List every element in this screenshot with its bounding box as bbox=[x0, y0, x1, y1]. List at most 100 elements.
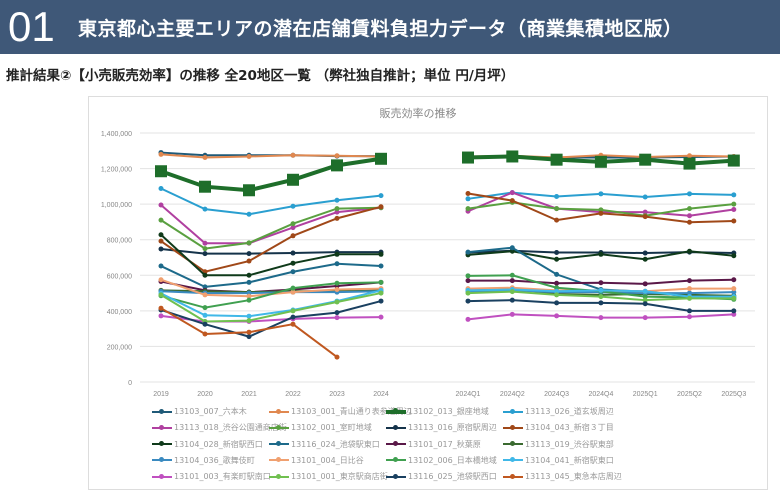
legend-swatch-icon bbox=[503, 473, 523, 479]
legend-item[interactable]: 13102_006_日本橋地域 bbox=[386, 455, 497, 466]
legend-swatch-icon bbox=[386, 407, 406, 414]
data-point bbox=[731, 218, 737, 224]
data-point bbox=[290, 308, 296, 314]
data-point bbox=[290, 260, 296, 266]
data-point bbox=[642, 214, 648, 220]
x-tick-label: 2025Q3 bbox=[721, 391, 746, 398]
data-point bbox=[598, 207, 604, 213]
header-bar: 01 東京都心主要エリアの潜在店舗賃料負担力データ（商業集積地区版） bbox=[0, 0, 780, 54]
legend-label: 13101_017_秋葉原 bbox=[408, 439, 481, 449]
legend-item[interactable]: 13103_001_青山通り表参道周辺 bbox=[269, 406, 412, 417]
data-point bbox=[158, 263, 164, 269]
data-point bbox=[731, 206, 737, 212]
data-point bbox=[290, 225, 296, 231]
legend-item[interactable]: 13104_028_新宿駅西口 bbox=[152, 439, 263, 450]
data-point bbox=[334, 280, 340, 286]
legend-item[interactable]: 13116_025_池袋駅西口 bbox=[386, 471, 497, 482]
legend-swatch-icon bbox=[386, 424, 406, 430]
legend-item[interactable]: 13101_004_日比谷 bbox=[269, 455, 364, 466]
legend-item[interactable]: 13113_026_道玄坂周辺 bbox=[503, 406, 614, 417]
data-point bbox=[554, 313, 560, 319]
chart-title: 販売効率の推移 bbox=[380, 106, 457, 120]
data-point bbox=[334, 197, 340, 203]
legend-swatch-icon bbox=[152, 408, 172, 414]
data-point bbox=[642, 250, 648, 256]
legend-item[interactable]: 13102_013_銀座地域 bbox=[386, 406, 489, 417]
data-point bbox=[202, 305, 208, 311]
data-point bbox=[598, 251, 604, 257]
data-point bbox=[731, 286, 737, 292]
legend-swatch-icon bbox=[269, 473, 289, 479]
legend-item[interactable]: 13113_045_東急本店周辺 bbox=[503, 471, 622, 482]
data-point bbox=[554, 292, 560, 298]
series-line bbox=[160, 153, 382, 159]
data-point bbox=[465, 196, 471, 202]
data-point bbox=[683, 157, 696, 170]
legend-item[interactable]: 13103_007_六本木 bbox=[152, 406, 247, 417]
legend-item[interactable]: 13113_016_原宿駅周辺 bbox=[386, 422, 497, 433]
data-point bbox=[290, 289, 296, 295]
data-point bbox=[202, 272, 208, 278]
data-point bbox=[598, 210, 604, 216]
legend-item[interactable]: 13104_041_新宿駅東口 bbox=[503, 455, 614, 466]
legend-item[interactable]: 13113_018_渋谷公園通商店街 bbox=[152, 422, 287, 433]
x-tick-label: 2025Q1 bbox=[633, 391, 658, 398]
x-tick-label: 2020 bbox=[197, 391, 213, 398]
data-point bbox=[202, 312, 208, 318]
data-point bbox=[639, 153, 652, 166]
data-point bbox=[687, 286, 692, 292]
data-point bbox=[158, 246, 164, 252]
data-point bbox=[378, 251, 384, 257]
data-point bbox=[246, 313, 252, 319]
series-line bbox=[160, 156, 382, 193]
data-point bbox=[334, 310, 340, 316]
data-point bbox=[202, 240, 208, 246]
legend-item[interactable]: 13102_001_室町地域 bbox=[269, 422, 372, 433]
legend-item[interactable]: 13104_043_新宿３丁目 bbox=[503, 422, 614, 433]
legend-label: 13104_043_新宿３丁目 bbox=[525, 423, 614, 433]
series-line bbox=[160, 204, 382, 245]
data-point bbox=[243, 184, 255, 197]
series-line bbox=[160, 300, 382, 338]
legend-item[interactable]: 13101_003_有楽町駅南口 bbox=[152, 471, 271, 482]
data-point bbox=[158, 217, 164, 223]
data-point bbox=[375, 152, 387, 165]
y-tick-label: 200,000 bbox=[107, 344, 132, 351]
legend-item[interactable]: 13101_017_秋葉原 bbox=[386, 439, 481, 450]
data-point bbox=[202, 292, 208, 298]
y-tick-label: 1,000,000 bbox=[101, 202, 132, 209]
data-point bbox=[550, 153, 563, 166]
data-point bbox=[158, 185, 164, 191]
legend-swatch-icon bbox=[503, 424, 523, 430]
legend-label: 13116_024_池袋駅東口 bbox=[291, 439, 380, 449]
data-point bbox=[554, 288, 560, 294]
x-tick-label: 2023 bbox=[329, 391, 345, 398]
data-point bbox=[642, 301, 648, 307]
data-point bbox=[687, 191, 692, 197]
legend-item[interactable]: 13116_024_池袋駅東口 bbox=[269, 439, 380, 450]
legend-label: 13103_001_青山通り表参道周辺 bbox=[291, 407, 412, 416]
legend-item[interactable]: 13101_001_東京駅商店街 bbox=[269, 471, 388, 482]
legend-label: 13101_001_東京駅商店街 bbox=[291, 472, 388, 482]
data-point bbox=[158, 202, 164, 208]
legend-label: 13101_003_有楽町駅南口 bbox=[174, 472, 271, 482]
data-point bbox=[290, 233, 296, 239]
data-point bbox=[246, 240, 252, 246]
data-point bbox=[465, 206, 471, 212]
data-point bbox=[202, 155, 208, 161]
legend-label: 13104_041_新宿駅東口 bbox=[525, 455, 614, 465]
data-point bbox=[687, 153, 692, 159]
data-point bbox=[158, 305, 164, 311]
legend-item[interactable]: 13113_019_渋谷駅東部 bbox=[503, 439, 614, 450]
data-point bbox=[687, 248, 692, 254]
legend-label: 13113_018_渋谷公園通商店街 bbox=[174, 423, 287, 433]
legend-item[interactable]: 13104_036_歌舞伎町 bbox=[152, 455, 255, 466]
data-point bbox=[642, 209, 648, 215]
legend-label: 13102_001_室町地域 bbox=[291, 423, 372, 433]
data-point bbox=[290, 285, 296, 291]
data-point bbox=[246, 251, 252, 257]
data-point bbox=[334, 215, 340, 221]
data-point bbox=[287, 173, 299, 186]
legend-swatch-icon bbox=[386, 473, 406, 479]
